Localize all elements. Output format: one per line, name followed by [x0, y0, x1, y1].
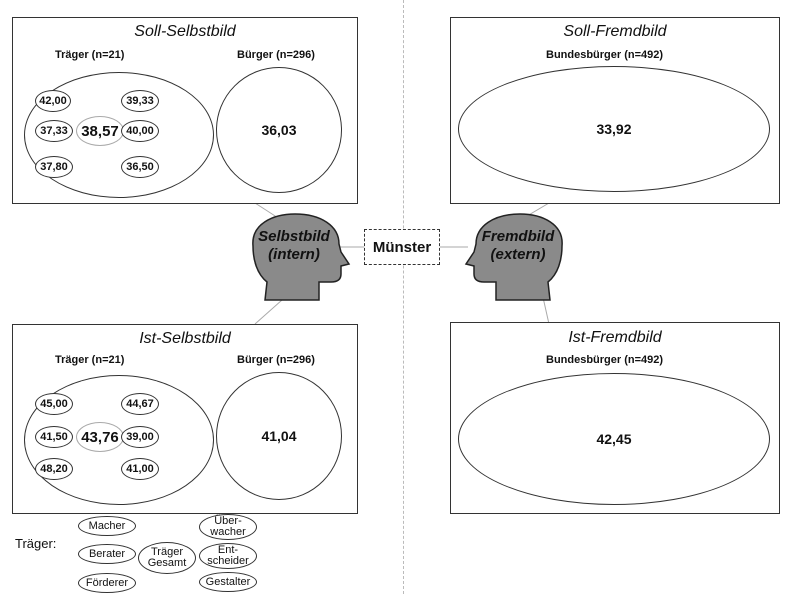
head-fremdbild-line2: (extern) — [490, 246, 546, 263]
value-traeger-gesamt: 38,57 — [76, 116, 124, 146]
panel-soll-fremdbild: Soll-Fremdbild Bundesbürger (n=492) 33,9… — [450, 17, 780, 204]
head-fremdbild-icon — [464, 213, 563, 301]
legend-entscheider: Ent- scheider — [199, 543, 257, 569]
value-gestalter: 36,50 — [121, 156, 159, 178]
legend-traeger-gesamt-line2: Gesamt — [147, 557, 187, 569]
head-selbstbild-line1: Selbstbild — [258, 228, 330, 245]
city-box: Münster — [364, 229, 440, 265]
value-traeger-gesamt: 43,76 — [76, 422, 124, 452]
bundesbuerger-value: 33,92 — [596, 121, 632, 137]
value-ueberwacher: 44,67 — [121, 393, 159, 415]
legend-ueberwacher: Über- wacher — [199, 514, 257, 540]
value-foerderer: 48,20 — [35, 458, 73, 480]
legend-ueberwacher-line1: Über- — [214, 515, 242, 527]
buerger-circle: 36,03 — [216, 67, 342, 193]
head-selbstbild-line2: (intern) — [268, 246, 320, 263]
head-selbstbild-text: Selbstbild (intern) — [246, 228, 342, 264]
value-entscheider: 39,00 — [121, 426, 159, 448]
traeger-label: Träger (n=21) — [55, 49, 125, 61]
value-berater: 37,33 — [35, 120, 73, 142]
buerger-value: 41,04 — [261, 428, 297, 444]
buerger-value: 36,03 — [261, 122, 297, 138]
legend-label: Träger: — [15, 536, 57, 551]
legend-gestalter: Gestalter — [199, 572, 257, 592]
bundesbuerger-label: Bundesbürger (n=492) — [546, 49, 664, 61]
value-gestalter: 41,00 — [121, 458, 159, 480]
value-macher: 45,00 — [35, 393, 73, 415]
legend-foerderer: Förderer — [78, 573, 136, 593]
center-divider — [403, 0, 404, 594]
legend-entscheider-line1: Ent- — [217, 544, 239, 556]
head-fremdbild-text: Fremdbild (extern) — [470, 228, 566, 264]
value-foerderer: 37,80 — [35, 156, 73, 178]
value-berater: 41,50 — [35, 426, 73, 448]
head-selbstbild-icon — [252, 213, 351, 301]
buerger-label: Bürger (n=296) — [237, 354, 315, 366]
legend-traeger-gesamt: Träger Gesamt — [138, 542, 196, 574]
panel-ist-selbstbild: Ist-Selbstbild Träger (n=21) Bürger (n=2… — [12, 324, 358, 514]
panel-title: Soll-Selbstbild — [134, 23, 236, 40]
value-entscheider: 40,00 — [121, 120, 159, 142]
panel-title: Ist-Selbstbild — [139, 330, 231, 347]
legend-macher: Macher — [78, 516, 136, 536]
bundesbuerger-value: 42,45 — [596, 431, 632, 447]
panel-title: Soll-Fremdbild — [563, 23, 667, 40]
bundesbuerger-label: Bundesbürger (n=492) — [546, 354, 664, 366]
panel-title: Ist-Fremdbild — [568, 329, 662, 346]
legend-entscheider-line2: scheider — [207, 555, 249, 567]
panel-soll-selbstbild: Soll-Selbstbild Träger (n=21) Bürger (n=… — [12, 17, 358, 204]
traeger-label: Träger (n=21) — [55, 354, 125, 366]
buerger-circle: 41,04 — [216, 372, 342, 500]
buerger-label: Bürger (n=296) — [237, 49, 315, 61]
legend-traeger-gesamt-line1: Träger — [151, 546, 183, 558]
head-fremdbild-line1: Fremdbild — [481, 228, 555, 245]
bundesbuerger-ellipse: 33,92 — [458, 66, 770, 192]
value-ueberwacher: 39,33 — [121, 90, 159, 112]
bundesbuerger-ellipse: 42,45 — [458, 373, 770, 505]
legend-berater: Berater — [78, 544, 136, 564]
value-macher: 42,00 — [35, 90, 71, 112]
legend-ueberwacher-line2: wacher — [210, 526, 246, 538]
panel-ist-fremdbild: Ist-Fremdbild Bundesbürger (n=492) 42,45 — [450, 322, 780, 514]
